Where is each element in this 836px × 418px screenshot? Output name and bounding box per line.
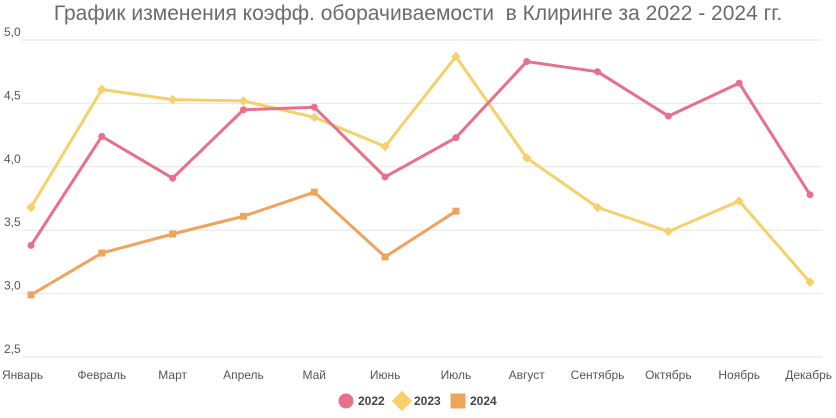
series-line-2022 — [29, 60, 812, 247]
x-tick-label: Январь — [2, 368, 43, 382]
data-point-2023[interactable] — [805, 277, 815, 287]
x-tick-label: Июнь — [370, 368, 401, 382]
legend-item-2023[interactable]: 2023 — [391, 390, 441, 412]
y-tick-label: 4,5 — [4, 88, 21, 102]
data-point-2022[interactable] — [523, 58, 531, 66]
x-tick-label: Декабрь — [785, 368, 832, 382]
data-point-2022[interactable] — [169, 174, 177, 182]
legend-item-2022[interactable]: 2022 — [338, 393, 386, 409]
series-line-2024 — [30, 190, 457, 297]
x-axis-ticks: Январь Февраль Март Апрель Май Июнь Июль Август… — [2, 368, 832, 382]
x-tick-label: Ноябрь — [718, 368, 760, 382]
data-point-2022[interactable] — [735, 79, 743, 87]
data-point-2022[interactable] — [806, 191, 814, 199]
x-tick-label: Март — [158, 368, 187, 382]
data-point-2022[interactable] — [239, 106, 247, 114]
chart-title: График изменения коэфф. оборачиваемости … — [53, 2, 783, 25]
x-tick-label: Май — [303, 368, 327, 382]
data-point-2023[interactable] — [26, 202, 36, 213]
data-point-2022[interactable] — [310, 103, 318, 111]
data-point-2022[interactable] — [381, 173, 389, 181]
y-tick-label: 4,0 — [4, 152, 21, 166]
y-tick-label: 3,0 — [4, 279, 21, 293]
data-point-2023[interactable] — [167, 94, 178, 105]
data-point-2023[interactable] — [309, 112, 319, 123]
data-point-2024[interactable] — [98, 249, 106, 257]
data-point-2023[interactable] — [380, 141, 390, 152]
legend-marker-2023[interactable] — [391, 390, 413, 412]
data-point-2022[interactable] — [98, 132, 106, 140]
x-tick-label: Сентябрь — [571, 368, 625, 382]
series-2022 — [27, 58, 814, 249]
data-point-2023[interactable] — [97, 84, 107, 95]
y-tick-label: 3,5 — [4, 215, 21, 229]
legend-label: 2022 — [358, 394, 385, 408]
series-2023 — [26, 51, 815, 287]
legend-marker-2024[interactable] — [450, 393, 466, 409]
x-tick-label: Февраль — [77, 368, 126, 382]
data-point-2023[interactable] — [734, 196, 744, 206]
data-point-2023[interactable] — [592, 202, 603, 213]
legend-item-2024[interactable]: 2024 — [450, 393, 498, 409]
y-tick-label: 5,0 — [4, 25, 21, 39]
data-point-2023[interactable] — [522, 153, 532, 163]
x-tick-label: Июль — [441, 368, 472, 382]
data-point-2024[interactable] — [310, 188, 318, 196]
data-point-2024[interactable] — [452, 207, 460, 215]
legend-label: 2023 — [414, 394, 441, 408]
grid — [22, 39, 822, 358]
y-axis-ticks: 2,5 3,0 3,5 4,0 4,5 5,0 — [4, 25, 21, 356]
data-point-2024[interactable] — [27, 291, 35, 299]
data-point-2022[interactable] — [452, 134, 460, 142]
series-lines — [26, 51, 815, 299]
data-point-2024[interactable] — [239, 212, 247, 220]
data-point-2023[interactable] — [451, 51, 461, 62]
data-point-2022[interactable] — [27, 241, 35, 249]
x-tick-label: Август — [509, 368, 546, 382]
x-tick-label: Апрель — [223, 368, 264, 382]
legend-marker-2022[interactable] — [338, 393, 354, 409]
x-tick-label: Октябрь — [645, 368, 692, 382]
data-point-2022[interactable] — [664, 112, 672, 120]
y-tick-label: 2,5 — [4, 342, 21, 356]
data-point-2022[interactable] — [594, 68, 602, 76]
legend-label: 2024 — [470, 394, 497, 408]
legend: 2022 2023 2024 — [338, 390, 498, 412]
data-point-2024[interactable] — [381, 253, 389, 261]
series-line-2023 — [29, 54, 812, 284]
data-point-2023[interactable] — [663, 226, 674, 237]
data-point-2023[interactable] — [238, 96, 249, 106]
series-2024 — [27, 188, 460, 299]
data-point-2024[interactable] — [169, 230, 177, 238]
